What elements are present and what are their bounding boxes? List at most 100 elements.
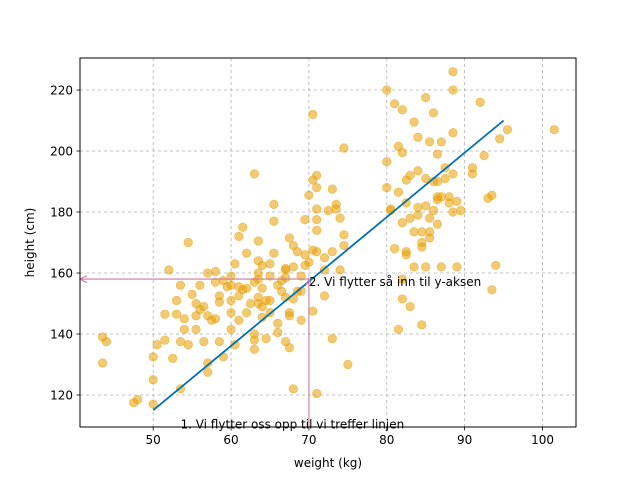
scatter-point <box>238 222 248 232</box>
scatter-point <box>148 375 158 385</box>
scatter-point <box>308 306 318 316</box>
scatter-point <box>421 262 431 272</box>
scatter-point <box>491 260 501 270</box>
scatter-point <box>440 173 450 184</box>
scatter-point <box>432 176 443 187</box>
scatter-point <box>409 227 419 237</box>
scatter-point <box>171 309 182 319</box>
scatter-point <box>397 147 407 158</box>
scatter-point <box>242 248 252 258</box>
scatter-point <box>214 297 224 307</box>
scatter-point <box>284 233 295 243</box>
x-tick-label: 60 <box>223 433 238 447</box>
scatter-point <box>452 196 462 206</box>
scatter-point <box>133 394 143 405</box>
scatter-point <box>261 333 271 344</box>
scatter-point <box>292 247 302 257</box>
scatter-point <box>487 285 497 295</box>
scatter-point <box>148 352 158 362</box>
scatter-point <box>226 295 236 306</box>
scatter-point <box>179 324 189 335</box>
scatter-point <box>210 314 221 324</box>
y-tick-label: 140 <box>50 327 73 341</box>
scatter-point <box>242 308 252 318</box>
scatter-point <box>269 199 279 209</box>
scatter-point <box>312 183 322 193</box>
scatter-point <box>210 266 221 277</box>
scatter-point <box>300 250 310 260</box>
scatter-point <box>296 315 306 325</box>
scatter-point <box>444 192 454 202</box>
plot-frame <box>79 57 577 428</box>
scatter-point <box>448 85 458 95</box>
scatter-point <box>183 340 193 350</box>
scatter-point <box>312 170 322 181</box>
x-tick-label: 100 <box>531 433 554 447</box>
scatter-point <box>257 260 267 270</box>
scatter-point <box>148 399 158 409</box>
scatter-point <box>284 311 295 321</box>
scatter-point <box>549 125 559 135</box>
scatter-point <box>413 132 423 142</box>
scatter-point <box>393 187 404 197</box>
scatter-point <box>448 128 458 138</box>
scatter-point <box>448 169 458 179</box>
scatter-point <box>421 173 431 184</box>
scatter-point <box>417 227 427 237</box>
scatter-point <box>425 213 435 223</box>
scatter-point <box>257 283 267 293</box>
scatter-point <box>203 367 213 377</box>
scatter-point <box>448 207 458 217</box>
scatter-point <box>312 388 322 399</box>
scatter-point <box>448 67 458 77</box>
scatter-point <box>319 291 330 301</box>
scatter-point <box>245 298 256 309</box>
scatter-point <box>265 271 275 281</box>
y-tick-label: 160 <box>50 266 73 280</box>
scatter-point <box>199 337 209 347</box>
scatter-point <box>467 163 478 173</box>
scatter-point <box>273 318 283 328</box>
scatter-point <box>319 253 330 263</box>
scatter-point <box>97 358 108 368</box>
annotations: 1. Vi flytter oss opp til vi treffer lin… <box>180 275 481 431</box>
scatter-point <box>327 333 337 344</box>
scatter-point <box>308 109 318 120</box>
scatter-point <box>428 205 439 216</box>
scatter-point <box>242 283 252 293</box>
x-axis-label: weight (kg) <box>294 456 362 470</box>
x-tick-label: 90 <box>457 433 472 447</box>
scatter-point <box>401 250 411 260</box>
x-tick-label: 80 <box>379 433 394 447</box>
scatter-point <box>389 99 400 109</box>
scatter-point <box>397 105 407 115</box>
scatter-point <box>405 213 415 223</box>
x-tick-label: 50 <box>146 433 161 447</box>
scatter-point <box>389 243 400 254</box>
scatter-point <box>280 263 291 274</box>
scatter-point <box>187 289 197 299</box>
scatter-point <box>253 236 263 246</box>
scatter-point <box>339 240 349 251</box>
scatter-points <box>97 67 559 409</box>
scatter-point <box>502 125 513 135</box>
scatter-point <box>300 215 310 225</box>
scatter-point <box>436 192 446 202</box>
scatter-point <box>175 337 186 347</box>
scatter-point <box>226 308 236 318</box>
scatter-point <box>214 337 224 347</box>
scatter-point <box>269 248 279 258</box>
scatter-point <box>432 149 443 159</box>
scatter-point <box>304 190 314 200</box>
scatter-point <box>401 198 411 208</box>
x-tick-label: 70 <box>301 433 316 447</box>
scatter-point <box>382 157 392 167</box>
scatter-point <box>226 271 236 281</box>
scatter-point <box>417 320 427 330</box>
y-tick-label: 180 <box>50 205 73 219</box>
scatter-point <box>249 344 260 354</box>
scatter-point <box>409 262 419 272</box>
scatter-point <box>296 271 306 281</box>
scatter-point <box>327 247 337 257</box>
scatter-point <box>421 93 431 103</box>
